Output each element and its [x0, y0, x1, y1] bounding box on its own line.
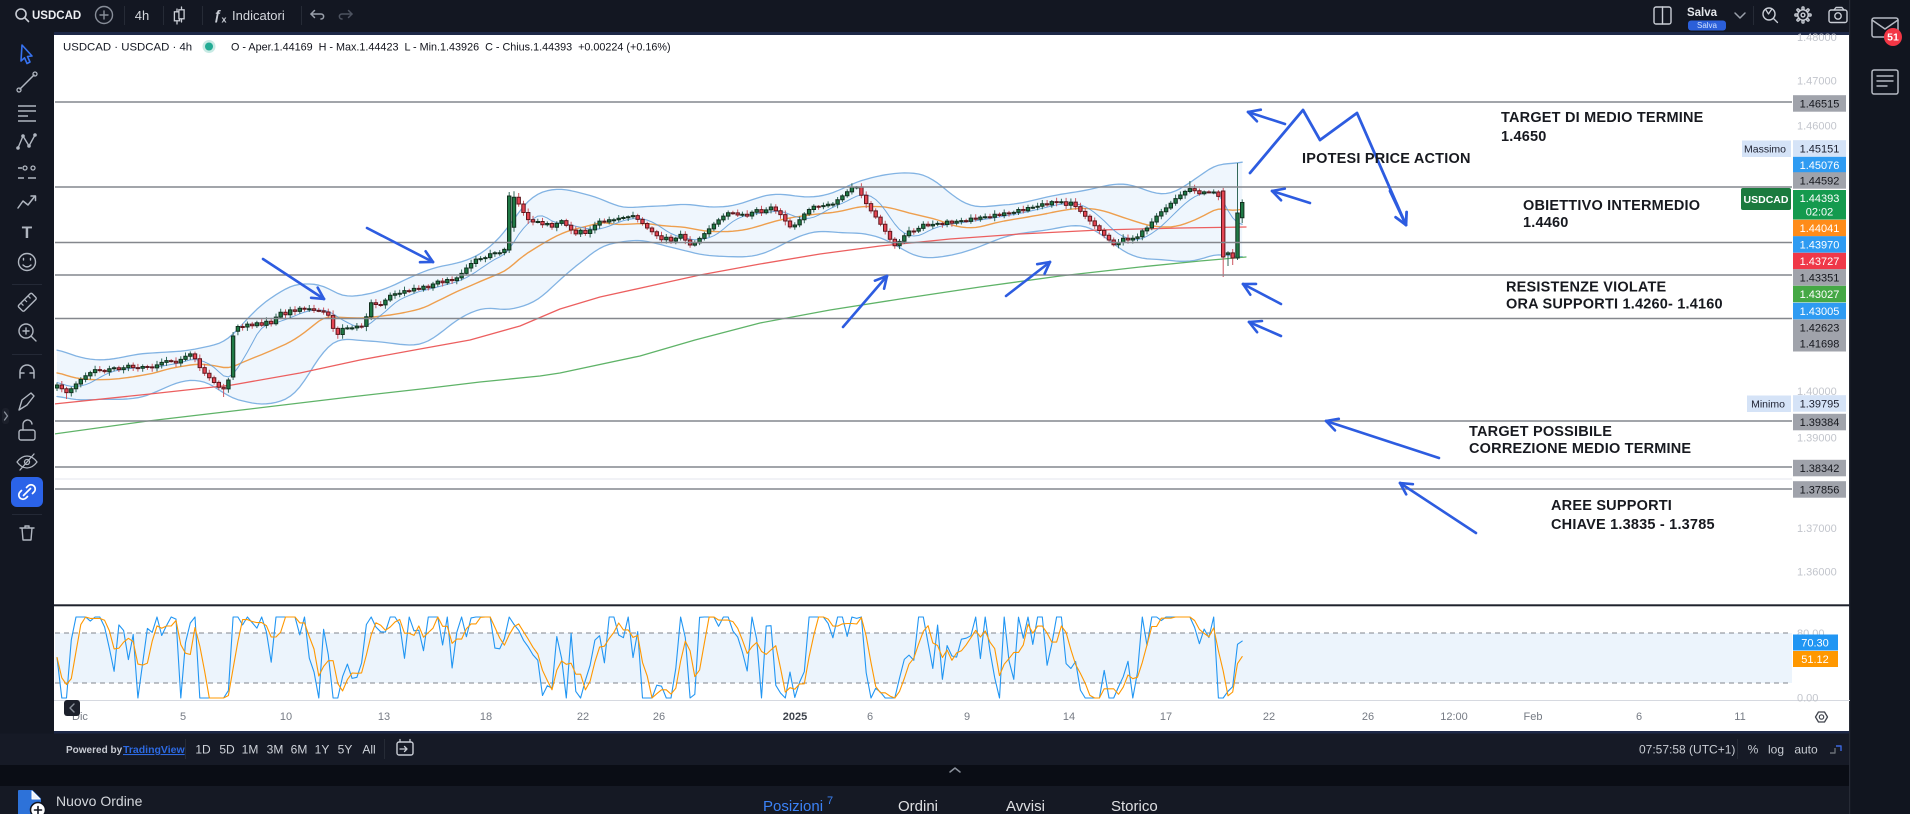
svg-text:1.44041: 1.44041	[1800, 223, 1840, 235]
svg-text:Salva: Salva	[1687, 7, 1718, 19]
svg-text:1.37000: 1.37000	[1797, 523, 1837, 535]
svg-text:auto: auto	[1794, 743, 1818, 757]
svg-text:1.48000: 1.48000	[1797, 32, 1837, 44]
svg-text:CHIAVE 1.3835 - 1.3785: CHIAVE 1.3835 - 1.3785	[1551, 517, 1715, 533]
svg-text:4h: 4h	[135, 8, 149, 23]
svg-text:51: 51	[1887, 32, 1899, 44]
svg-text:1.39795: 1.39795	[1800, 398, 1840, 410]
svg-text:USDCAD: USDCAD	[1744, 194, 1789, 206]
svg-text:1.41698: 1.41698	[1800, 338, 1840, 350]
svg-text:Ordini: Ordini	[898, 798, 938, 814]
svg-text:5Y: 5Y	[338, 743, 353, 757]
svg-text:%: %	[1748, 743, 1759, 757]
svg-text:1.44393: 1.44393	[1800, 193, 1840, 205]
svg-text:9: 9	[964, 711, 970, 723]
svg-text:1.36000: 1.36000	[1797, 566, 1837, 578]
svg-text:26: 26	[653, 711, 665, 723]
svg-text:10: 10	[280, 711, 292, 723]
svg-text:12:00: 12:00	[1440, 711, 1468, 723]
svg-text:14: 14	[1063, 711, 1075, 723]
svg-text:Posizioni: Posizioni	[763, 798, 823, 814]
svg-text:1.43727: 1.43727	[1800, 256, 1840, 268]
svg-text:1.40000: 1.40000	[1797, 386, 1837, 398]
svg-text:1.45076: 1.45076	[1800, 160, 1840, 172]
svg-text:AREE SUPPORTI: AREE SUPPORTI	[1551, 498, 1672, 514]
svg-text:1.44592: 1.44592	[1800, 175, 1840, 187]
svg-text:USDCAD · USDCAD · 4h: USDCAD · USDCAD · 4h	[63, 42, 192, 54]
svg-text:1.43005: 1.43005	[1800, 306, 1840, 318]
svg-text:Feb: Feb	[1524, 711, 1543, 723]
svg-text:1.47000: 1.47000	[1797, 75, 1837, 87]
svg-text:22: 22	[577, 711, 589, 723]
svg-text:1.43027: 1.43027	[1800, 289, 1840, 301]
svg-text:1.39000: 1.39000	[1797, 432, 1837, 444]
svg-text:ƒ: ƒ	[214, 8, 222, 23]
svg-text:1.43970: 1.43970	[1800, 239, 1840, 251]
svg-text:7: 7	[827, 795, 833, 807]
svg-text:02:02: 02:02	[1806, 207, 1834, 219]
svg-text:1.46515: 1.46515	[1800, 98, 1840, 110]
svg-text:1.46000: 1.46000	[1797, 120, 1837, 132]
svg-text:Nuovo Ordine: Nuovo Ordine	[56, 793, 143, 809]
svg-text:1D: 1D	[195, 743, 211, 757]
svg-text:22: 22	[1263, 711, 1275, 723]
svg-text:1.39384: 1.39384	[1800, 417, 1840, 429]
svg-text:11: 11	[1734, 711, 1745, 723]
svg-text:2025: 2025	[783, 711, 807, 723]
svg-text:TARGET DI MEDIO TERMINE: TARGET DI MEDIO TERMINE	[1501, 110, 1704, 126]
svg-text:T: T	[22, 223, 33, 242]
svg-text:07:57:58 (UTC+1): 07:57:58 (UTC+1)	[1639, 743, 1735, 757]
svg-text:1Y: 1Y	[315, 743, 330, 757]
svg-text:Indicatori: Indicatori	[232, 8, 285, 23]
svg-text:5D: 5D	[219, 743, 235, 757]
svg-text:6: 6	[867, 711, 873, 723]
svg-text:All: All	[362, 743, 375, 757]
svg-text:OBIETTIVO INTERMEDIO: OBIETTIVO INTERMEDIO	[1523, 198, 1700, 214]
svg-text:1.4650: 1.4650	[1501, 129, 1547, 145]
svg-text:1.37856: 1.37856	[1800, 484, 1840, 496]
svg-text:1.38342: 1.38342	[1800, 463, 1840, 475]
svg-text:26: 26	[1362, 711, 1374, 723]
svg-text:0.00: 0.00	[1797, 693, 1818, 705]
svg-text:TARGET POSSIBILE: TARGET POSSIBILE	[1469, 424, 1612, 440]
svg-text:TradingView: TradingView	[123, 744, 185, 756]
svg-text:51.12: 51.12	[1801, 654, 1829, 666]
svg-text:O - Aper.1.44169 H - Max.1.44: O - Aper.1.44169 H - Max.1.44423 L - Min…	[231, 42, 671, 54]
svg-text:USDCAD: USDCAD	[32, 10, 81, 22]
svg-text:1.43351: 1.43351	[1800, 272, 1840, 284]
svg-text:6M: 6M	[291, 743, 308, 757]
svg-text:ORA SUPPORTI 1.4260- 1.4160: ORA SUPPORTI 1.4260- 1.4160	[1506, 297, 1723, 313]
svg-text:Powered by: Powered by	[66, 745, 123, 756]
svg-text:RESISTENZE VIOLATE: RESISTENZE VIOLATE	[1506, 280, 1667, 296]
svg-text:1M: 1M	[242, 743, 259, 757]
svg-text:log: log	[1768, 743, 1784, 757]
svg-text:Storico: Storico	[1111, 798, 1158, 814]
svg-text:6: 6	[1636, 711, 1642, 723]
svg-text:Avvisi: Avvisi	[1006, 798, 1045, 814]
svg-text:17: 17	[1160, 711, 1172, 723]
svg-text:x: x	[222, 15, 227, 25]
svg-text:1.42623: 1.42623	[1800, 322, 1840, 334]
svg-text:Minimo: Minimo	[1751, 398, 1785, 410]
svg-text:1.45151: 1.45151	[1800, 143, 1840, 155]
svg-text:Massimo: Massimo	[1744, 143, 1786, 155]
svg-text:IPOTESI PRICE ACTION: IPOTESI PRICE ACTION	[1302, 151, 1471, 167]
svg-text:70.30: 70.30	[1801, 638, 1829, 650]
svg-text:3M: 3M	[267, 743, 284, 757]
svg-text:1.4460: 1.4460	[1523, 215, 1569, 231]
svg-text:18: 18	[480, 711, 492, 723]
svg-text:5: 5	[180, 711, 186, 723]
svg-text:Salva: Salva	[1697, 21, 1718, 30]
svg-text:13: 13	[378, 711, 390, 723]
svg-text:CORREZIONE MEDIO TERMINE: CORREZIONE MEDIO TERMINE	[1469, 441, 1691, 457]
